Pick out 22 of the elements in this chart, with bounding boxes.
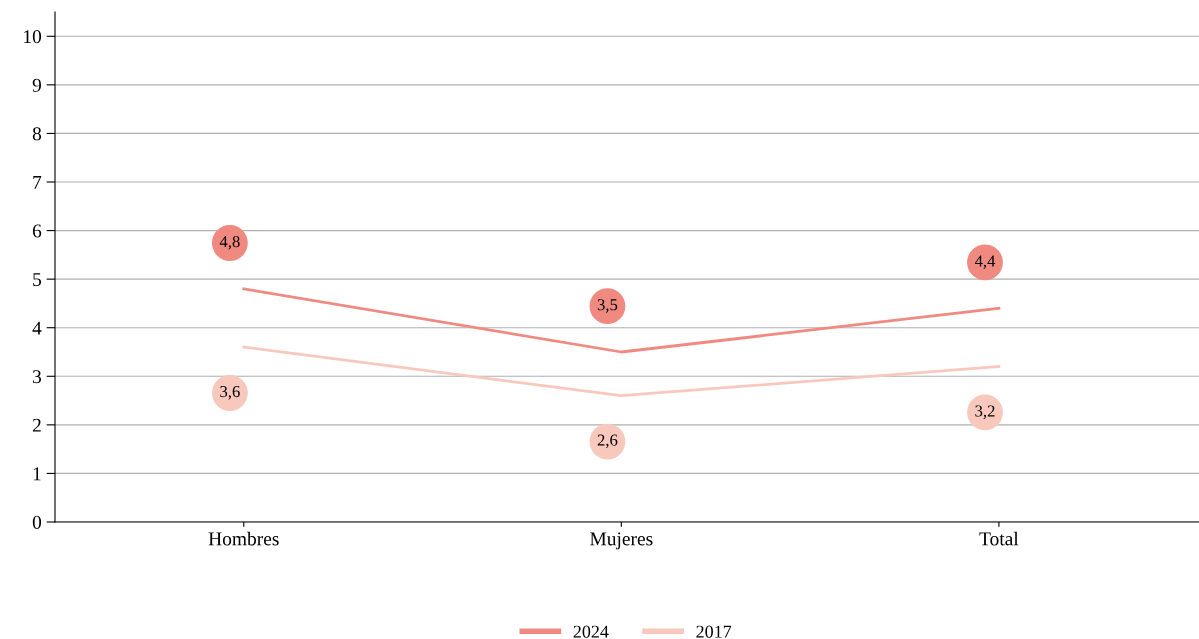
y-tick-label: 9 bbox=[32, 78, 42, 92]
y-tick-label: 7 bbox=[33, 176, 42, 189]
legend-label: 2024 bbox=[573, 625, 609, 638]
y-tick-label: 0 bbox=[32, 515, 42, 529]
x-tick-label: Mujeres bbox=[590, 532, 653, 550]
data-label: 2,6 bbox=[597, 434, 618, 449]
data-label: 3,5 bbox=[597, 299, 618, 313]
y-tick-label: 2 bbox=[32, 418, 41, 432]
y-tick-label: 6 bbox=[32, 224, 42, 238]
data-label: 3,6 bbox=[220, 385, 240, 400]
data-label: 4,8 bbox=[219, 235, 240, 250]
data-label: 4,4 bbox=[974, 255, 996, 270]
y-tick-label: 3 bbox=[33, 370, 42, 384]
data-label: 3,2 bbox=[975, 405, 995, 419]
x-tick-label: Total bbox=[979, 531, 1019, 546]
y-tick-label: 5 bbox=[33, 273, 42, 287]
y-tick-label: 10 bbox=[24, 30, 42, 44]
y-tick-label: 8 bbox=[32, 127, 42, 141]
y-tick-label: 4 bbox=[32, 321, 42, 335]
y-tick-label: 1 bbox=[33, 467, 41, 481]
legend-label: 2017 bbox=[696, 625, 732, 638]
x-tick-label: Hombres bbox=[208, 531, 279, 546]
